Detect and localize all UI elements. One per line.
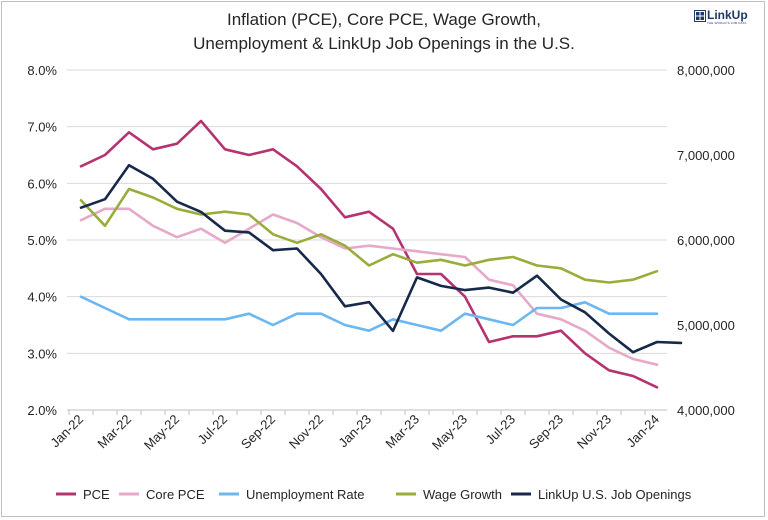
legend-label: LinkUp U.S. Job Openings [538,487,692,502]
chart-title-line2: Unemployment & LinkUp Job Openings in th… [193,34,575,53]
chart-title: Inflation (PCE), Core PCE, Wage Growth, … [0,8,768,56]
x-tick-label: Nov-22 [286,412,326,452]
y-left-tick-label: 5.0% [27,233,57,248]
x-tick-label: Nov-23 [574,412,614,452]
axes [67,409,667,415]
logo-grid-icon [694,10,706,22]
legend-label: Wage Growth [423,487,502,502]
gridlines [67,69,667,354]
series-line-linkup-u-s-job-openings [79,163,683,354]
y-left-tick-label: 4.0% [27,290,57,305]
x-tick-label: Jul-23 [482,412,518,448]
y-right-tick-label: 6,000,000 [677,233,735,248]
logo-subtext: THE WORLD'S JOB DATA [707,21,747,25]
y-right-tick-label: 8,000,000 [677,63,735,78]
linkup-logo: LinkUp THE WORLD'S JOB DATA [694,8,760,26]
x-tick-label: Mar-23 [382,412,422,452]
legend-label: Unemployment Rate [246,487,365,502]
y-right-tick-label: 7,000,000 [677,148,735,163]
series-line-wage-growth [79,187,659,284]
legend-label: PCE [83,487,110,502]
x-tick-label: May-22 [141,412,182,453]
x-tick-label: Sep-23 [526,412,566,452]
y-left-tick-label: 6.0% [27,176,57,191]
series-line-pce [79,119,659,389]
x-tick-label: May-23 [429,412,470,453]
x-tick-label: Sep-22 [238,412,278,452]
x-axis-labels: Jan-22 Mar-22 May-22 Jul-22 Sep-22 Nov-22 Jan-… [47,412,662,453]
y-axis-right-labels: 4,000,000 5,000,000 6,000,000 7,000,000 8,00… [677,63,735,418]
y-left-tick-label: 8.0% [27,63,57,78]
y-right-tick-label: 4,000,000 [677,403,735,418]
series-line-core-pce [79,207,659,367]
logo-text: LinkUp [707,8,748,22]
series-lines [79,119,683,389]
y-left-tick-label: 7.0% [27,120,57,135]
series-line-unemployment-rate [79,295,659,333]
chart-title-line1: Inflation (PCE), Core PCE, Wage Growth, [227,10,541,29]
x-tick-label: Mar-22 [94,412,134,452]
legend: PCE Core PCE Unemployment Rate Wage Growth L… [56,487,692,502]
x-tick-label: Jan-24 [623,412,662,451]
y-left-tick-label: 2.0% [27,403,57,418]
legend-label: Core PCE [146,487,205,502]
y-right-tick-label: 5,000,000 [677,318,735,333]
y-left-tick-label: 3.0% [27,346,57,361]
x-tick-label: Jul-22 [194,412,230,448]
y-axis-left-labels: 2.0% 3.0% 4.0% 5.0% 6.0% 7.0% 8.0% [27,63,57,418]
x-tick-label: Jan-23 [335,412,374,451]
